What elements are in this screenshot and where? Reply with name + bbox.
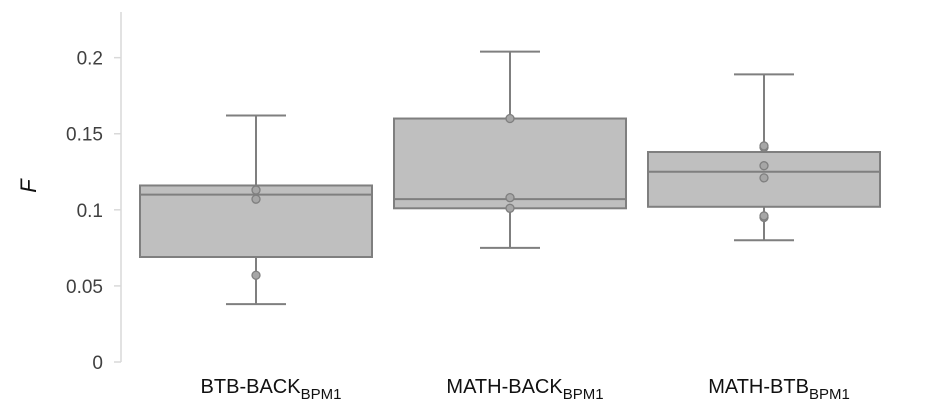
data-point	[251, 194, 261, 204]
y-tick-label: 0.05	[66, 277, 103, 298]
data-point	[251, 270, 261, 280]
data-point	[759, 211, 769, 221]
x-category-label: MATH-BTBBPM1	[708, 376, 850, 403]
y-tick-label: 0.2	[77, 49, 103, 70]
category-label-subscript: BPM1	[301, 386, 342, 403]
category-label-main: MATH-BACK	[446, 376, 563, 398]
data-point	[759, 141, 769, 151]
box-group	[647, 73, 881, 242]
y-axis-title: F	[16, 178, 41, 193]
x-category-label: BTB-BACKBPM1	[201, 376, 342, 403]
data-point	[759, 173, 769, 183]
box-group	[393, 50, 627, 249]
category-label-subscript: BPM1	[563, 386, 604, 403]
x-category-label: MATH-BACKBPM1	[446, 376, 603, 403]
data-point	[505, 203, 515, 213]
box-group	[139, 114, 373, 306]
data-point	[759, 161, 769, 171]
category-label-main: MATH-BTB	[708, 376, 809, 398]
category-label-main: BTB-BACK	[201, 376, 302, 398]
y-tick-label: 0.1	[77, 201, 103, 222]
y-tick-label: 0	[92, 353, 103, 374]
data-point	[505, 193, 515, 203]
data-point	[251, 185, 261, 195]
y-tick-label: 0.15	[66, 125, 103, 146]
category-label-subscript: BPM1	[809, 386, 850, 403]
data-point	[505, 113, 515, 124]
